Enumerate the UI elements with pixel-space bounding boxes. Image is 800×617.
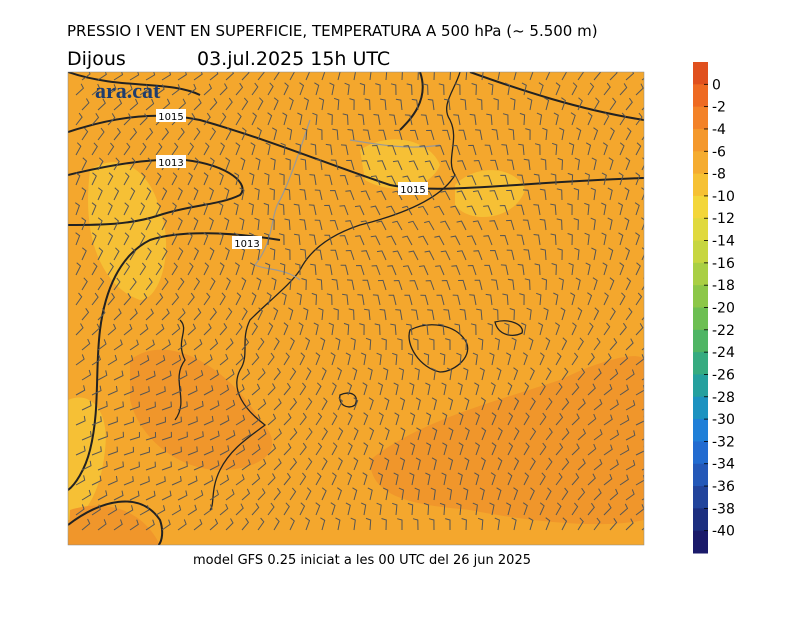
colorbar-swatch: [693, 195, 708, 219]
isobar-label: 1015: [158, 112, 183, 123]
colorbar-label: -12: [712, 211, 735, 227]
colorbar-label: 0: [712, 77, 721, 93]
colorbar-label: -38: [712, 501, 735, 517]
colorbar-label: -2: [712, 100, 726, 116]
wind-barbs: [75, 72, 644, 531]
colorbar-swatch: [693, 486, 708, 509]
colorbar-swatch: [693, 419, 708, 442]
logo: ara.cat: [95, 78, 161, 103]
colorbar-swatch: [693, 218, 708, 242]
isobar-label: 1013: [158, 158, 183, 169]
colorbar-label: -32: [712, 434, 735, 450]
title: PRESSIO I VENT EN SUPERFICIE, TEMPERATUR…: [67, 22, 598, 40]
isobar-label: 1013: [234, 239, 259, 250]
colorbar: 0 -2 -4 -6 -8 -10 -12 -14 -16 -18 -20 -22 -24 -26 -28 -…: [693, 62, 735, 554]
map: [68, 72, 644, 545]
colorbar-label: -30: [712, 412, 735, 428]
colorbar-label: -36: [712, 479, 735, 495]
colorbar-label: -10: [712, 189, 735, 205]
colorbar-label: -24: [712, 345, 735, 361]
colorbar-swatch: [693, 151, 708, 175]
isobar-labels: 1015 1013 1015 1013: [156, 109, 428, 250]
colorbar-label: -6: [712, 144, 726, 160]
temp-patch: [130, 349, 273, 470]
colorbar-label: -26: [712, 367, 735, 383]
isobar-label-box: [156, 155, 186, 168]
colorbar-label: -4: [712, 122, 726, 138]
colorbar-swatch: [693, 128, 708, 152]
colorbar-label: -14: [712, 234, 735, 250]
colorbar-swatch: [693, 307, 708, 331]
colorbar-label: -16: [712, 256, 735, 272]
colorbar-swatch: [693, 463, 708, 487]
map-frame: [67, 71, 645, 546]
barb: [75, 72, 644, 531]
colorbar-swatch: [693, 173, 708, 197]
colorbar-swatch: [693, 530, 708, 554]
colorbar-label: -8: [712, 167, 726, 183]
colorbar-label: -28: [712, 390, 735, 406]
temp-patch: [88, 162, 167, 300]
isobar-label-box: [232, 236, 262, 249]
colorbar-label: -34: [712, 457, 735, 473]
isobar: [68, 72, 644, 545]
temp-patch: [68, 505, 160, 545]
colorbar-swatch: [693, 374, 708, 398]
isobar-label-box: [156, 109, 186, 122]
colorbar-swatch: [693, 396, 708, 420]
colorbar-label: -40: [712, 524, 735, 540]
day: Dijous: [67, 48, 126, 70]
colorbar-label: -20: [712, 301, 735, 317]
colorbar-label: -18: [712, 278, 735, 294]
datetime: 03.jul.2025 15h UTC: [197, 48, 390, 70]
isobar-label: 1015: [400, 185, 425, 196]
colorbar-swatch: [693, 508, 708, 532]
colorbar-swatch: [693, 84, 708, 108]
colorbar-swatch: [693, 441, 708, 465]
colorbar-swatch: [693, 62, 708, 85]
temp-patch: [370, 356, 644, 525]
colorbar-swatch: [693, 285, 708, 308]
colorbar-swatch: [693, 352, 708, 375]
temp-patch: [360, 139, 440, 189]
colorbar-swatch: [693, 106, 708, 130]
colorbar-label: -22: [712, 323, 735, 339]
border: [254, 119, 441, 281]
colorbar-swatch: [693, 329, 708, 353]
footer: model GFS 0.25 iniciat a les 00 UTC del …: [193, 553, 531, 568]
colorbar-swatch: [693, 240, 708, 264]
colorbar-swatch: [693, 262, 708, 286]
isobar-label-box: [398, 182, 428, 195]
